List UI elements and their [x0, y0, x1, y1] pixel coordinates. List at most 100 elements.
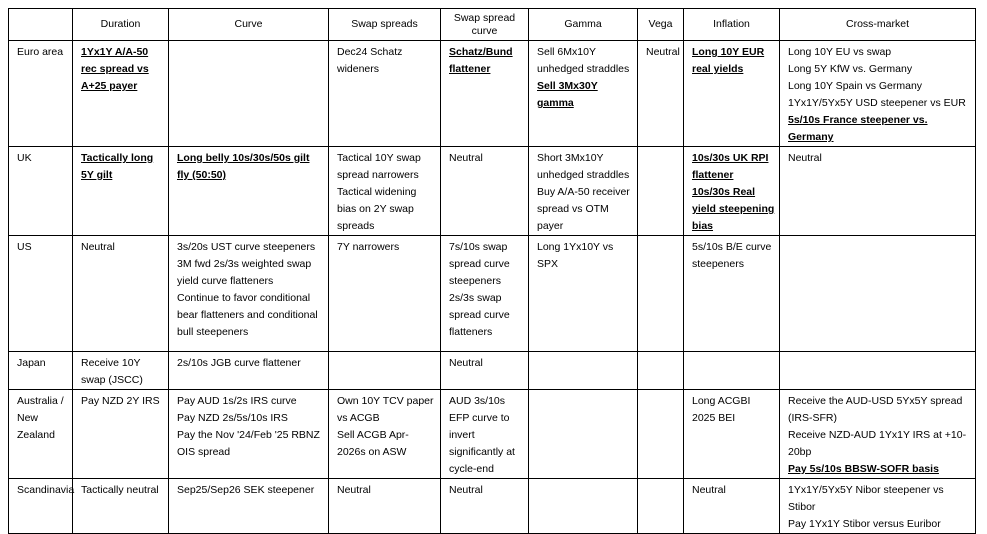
row-label: US [8, 235, 73, 352]
table-cell [637, 389, 684, 479]
table-cell: Neutral [328, 478, 441, 534]
table-cell: 2s/10s JGB curve flattener [168, 351, 329, 390]
table-cell: 7Y narrowers [328, 235, 441, 352]
cell-item: Long 10Y EUR real yields [692, 46, 765, 75]
table-row: Euro area 1Yx1Y A/A-50 rec spread vs A+25… [8, 40, 976, 147]
column-header: Vega [637, 8, 684, 41]
cell-item: Long 10Y Spain vs Germany [788, 80, 923, 92]
cell-item: Schatz/Bund flattener [449, 46, 513, 75]
table-cell: Schatz/Bund flattener [440, 40, 529, 147]
cell-item: 3M fwd 2s/3s weighted swap yield curve f… [177, 258, 312, 287]
trade-table: Duration Curve Swap spreads Swap spread cur… [8, 8, 976, 534]
cell-item: 3s/20s UST curve steepeners [177, 241, 316, 253]
cell-item: Dec24 Schatz wideners [337, 46, 403, 75]
table-cell [328, 351, 441, 390]
cell-item: Neutral [788, 152, 822, 164]
table-cell: 5s/10s B/E curve steepeners [683, 235, 780, 352]
cell-item: Receive the AUD-USD 5Yx5Y spread (IRS-SF… [788, 395, 963, 424]
row-label: Australia / New Zealand [8, 389, 73, 479]
table-cell: Neutral [683, 478, 780, 534]
cell-item: Pay 1Yx1Y Stibor versus Euribor [788, 518, 941, 530]
table-cell [528, 478, 638, 534]
row-label: Euro area [8, 40, 73, 147]
row-label: Japan [8, 351, 73, 390]
cell-item: Tactically long 5Y gilt [81, 152, 154, 181]
cell-item: 2s/10s JGB curve flattener [177, 357, 301, 369]
cell-item: 10s/30s Real yield steepening bias [692, 186, 775, 232]
table-cell: Neutral [637, 40, 684, 147]
table-row: Australia / New Zealand Pay NZD 2Y IRS Pay… [8, 389, 976, 479]
cell-item: Pay the Nov '24/Feb '25 RBNZ OIS spread [177, 429, 320, 458]
table-cell: Long 10Y EUR real yields [683, 40, 780, 147]
table-cell: Long 1Yx10Y vs SPX [528, 235, 638, 352]
cell-item: 5s/10s France steepener vs. Germany [788, 114, 928, 143]
table-cell: Neutral [440, 351, 529, 390]
table-cell: Pay NZD 2Y IRS [72, 389, 169, 479]
table-cell: Receive 10Y swap (JSCC) [72, 351, 169, 390]
cell-item: 7s/10s swap spread curve steepeners [449, 241, 510, 287]
cell-item: Pay AUD 1s/2s IRS curve [177, 395, 297, 407]
table-cell: Own 10Y TCV paper vs ACGB Sell ACGB Apr-2… [328, 389, 441, 479]
table-cell: Sep25/Sep26 SEK steepener [168, 478, 329, 534]
table-cell [168, 40, 329, 147]
cell-item: Continue to favor conditional bear flatt… [177, 292, 318, 338]
column-header: Inflation [683, 8, 780, 41]
column-header: Swap spreads [328, 8, 441, 41]
table-cell [683, 351, 780, 390]
table-cell: AUD 3s/10s EFP curve to invert significa… [440, 389, 529, 479]
table-row: Scandinavia Tactically neutral Sep25/Sep26… [8, 478, 976, 534]
cell-item: 1Yx1Y/5Yx5Y USD steepener vs EUR [788, 97, 966, 109]
table-cell: 3s/20s UST curve steepeners 3M fwd 2s/3s … [168, 235, 329, 352]
cell-item: Long 10Y EU vs swap [788, 46, 892, 58]
row-label: Scandinavia [8, 478, 74, 534]
table-cell: Receive the AUD-USD 5Yx5Y spread (IRS-SF… [779, 389, 976, 479]
table-cell [779, 235, 976, 352]
cell-item: Own 10Y TCV paper vs ACGB [337, 395, 434, 424]
cell-item: Neutral [449, 152, 483, 164]
table-cell: Sell 6Mx10Y unhedged straddles Sell 3Mx30… [528, 40, 638, 147]
cell-item: Sell 6Mx10Y unhedged straddles [537, 46, 630, 75]
cell-item: Long ACGBI 2025 BEI [692, 395, 751, 424]
table-cell: Neutral [440, 146, 529, 236]
table-cell: Long ACGBI 2025 BEI [683, 389, 780, 479]
cell-item: Pay NZD 2Y IRS [81, 395, 160, 407]
cell-item: Pay 5s/10s BBSW-SOFR basis [788, 463, 939, 475]
row-label-text: US [17, 241, 32, 253]
cell-item: Sell 3Mx30Y gamma [537, 80, 598, 109]
table-cell: Tactically long 5Y gilt [72, 146, 169, 236]
cell-item: Pay NZD 2s/5s/10s IRS [177, 412, 288, 424]
cell-item: Long 1Yx10Y vs SPX [537, 241, 614, 270]
table-cell: Pay AUD 1s/2s IRS curve Pay NZD 2s/5s/10s… [168, 389, 329, 479]
table-cell [637, 146, 684, 236]
cell-item: AUD 3s/10s EFP curve to invert significa… [449, 395, 515, 475]
table-cell [637, 235, 684, 352]
table-cell: Long belly 10s/30s/50s gilt fly (50:50) [168, 146, 329, 236]
table-cell: Neutral [779, 146, 976, 236]
table-cell [779, 351, 976, 390]
cell-item: Long belly 10s/30s/50s gilt fly (50:50) [177, 152, 310, 181]
cell-item: Sell ACGB Apr-2026s on ASW [337, 429, 409, 458]
table-cell [528, 389, 638, 479]
table-cell: Short 3Mx10Y unhedged straddles Buy A/A-5… [528, 146, 638, 236]
table-cell: Neutral [72, 235, 169, 352]
cell-item: Neutral [692, 484, 726, 496]
cell-item: 1Yx1Y A/A-50 rec spread vs A+25 payer [81, 46, 149, 92]
table-cell [637, 351, 684, 390]
cell-item: Neutral [449, 357, 483, 369]
table-cell [637, 478, 684, 534]
cell-item: Sep25/Sep26 SEK steepener [177, 484, 315, 496]
table-row: Japan Receive 10Y swap (JSCC) 2s/10s JGB c… [8, 351, 976, 390]
table-cell: Dec24 Schatz wideners [328, 40, 441, 147]
table-row: US Neutral 3s/20s UST curve steepeners 3M f… [8, 235, 976, 352]
row-label: UK [8, 146, 73, 236]
header-row: Duration Curve Swap spreads Swap spread cur… [8, 8, 976, 41]
column-header: Gamma [528, 8, 638, 41]
table-row: UK Tactically long 5Y gilt Long belly 10s/… [8, 146, 976, 236]
cell-item: Neutral [81, 241, 115, 253]
table-cell: Long 10Y EU vs swap Long 5Y KfW vs. Germa… [779, 40, 976, 147]
table-cell: Tactical 10Y swap spread narrowers Tactic… [328, 146, 441, 236]
page: Duration Curve Swap spreads Swap spread cur… [8, 8, 976, 534]
table-cell: 10s/30s UK RPI flattener 10s/30s Real yie… [683, 146, 780, 236]
cell-item: Tactically neutral [81, 484, 159, 496]
cell-item: Receive 10Y swap (JSCC) [81, 357, 143, 386]
